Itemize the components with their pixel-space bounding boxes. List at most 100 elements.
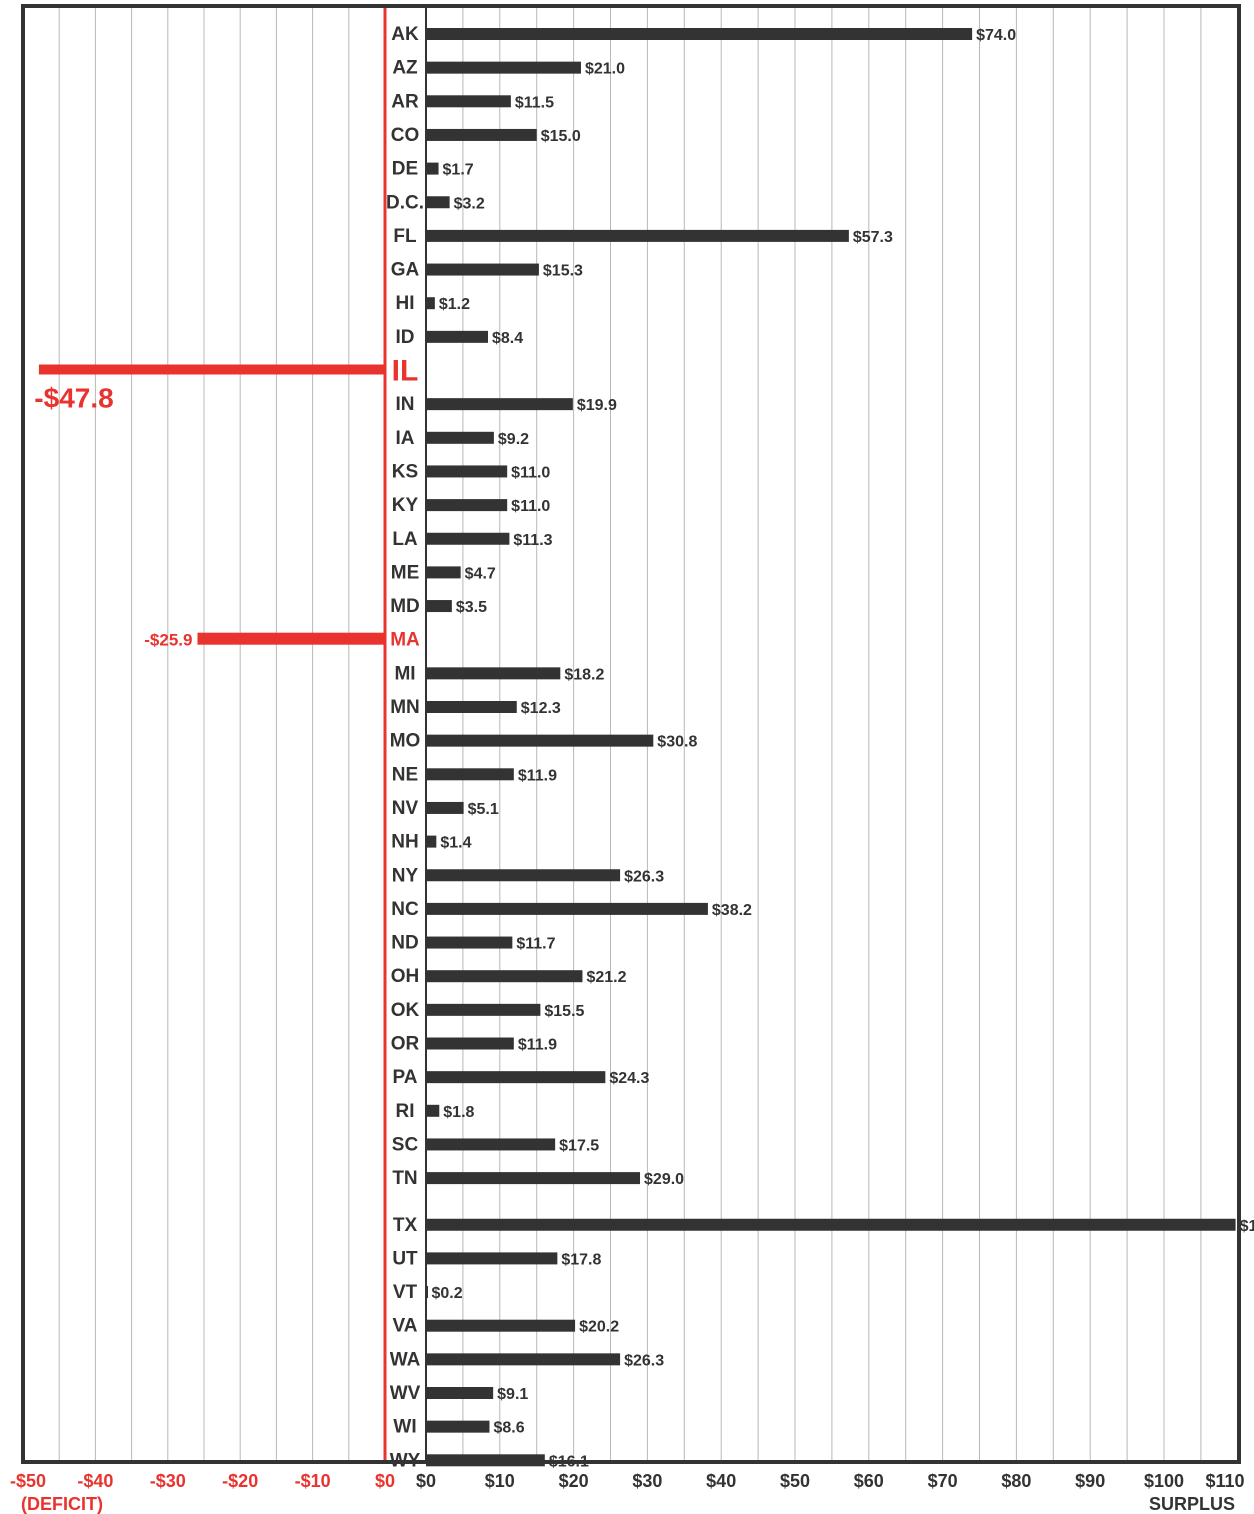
data-label: $3.2 — [454, 195, 485, 212]
data-label: -$25.9 — [144, 631, 192, 650]
category-label-ar: AR — [391, 91, 419, 112]
bar — [426, 263, 539, 276]
category-label-vt: VT — [393, 1282, 418, 1303]
deficit-axis-label: (DEFICIT) — [21, 1494, 103, 1514]
bar — [426, 1319, 576, 1332]
bar — [426, 1104, 440, 1117]
bar — [426, 297, 435, 310]
bar — [426, 61, 581, 74]
bar — [426, 229, 849, 242]
category-label-ia: IA — [396, 428, 415, 449]
axes: -$50 -$40 -$30 -$20 -$10 $0 $0 $10 $20 $30 $40 $50 $… — [10, 1471, 1245, 1514]
category-label-id: ID — [396, 327, 415, 348]
data-label: $11.0 — [511, 464, 550, 481]
data-label: $26.3 — [624, 868, 664, 885]
bar — [426, 1003, 541, 1016]
category-label-mn: MN — [390, 697, 420, 718]
surplus-axis-label: SURPLUS — [1149, 1494, 1235, 1514]
data-label: $0.2 — [431, 1285, 462, 1302]
data-label: $38.2 — [712, 902, 752, 919]
data-label: $74.0 — [976, 27, 1016, 44]
surplus-tick-label: $80 — [1001, 1471, 1031, 1491]
category-label-md: MD — [390, 596, 420, 617]
data-label: $21.0 — [585, 61, 625, 78]
category-label-sc: SC — [392, 1134, 419, 1155]
surplus-tick-label: $10 — [485, 1471, 515, 1491]
data-label: $5.1 — [468, 801, 499, 818]
bar — [426, 734, 654, 747]
category-label-ga: GA — [391, 260, 420, 281]
category-label-tx: TX — [393, 1215, 418, 1236]
category-label-mo: MO — [390, 731, 421, 752]
data-label: $4.7 — [465, 565, 496, 582]
bar — [426, 566, 461, 579]
bar — [426, 499, 508, 512]
data-label: $24.3 — [609, 1070, 649, 1087]
data-label: $12.3 — [521, 700, 561, 717]
category-label-tn: TN — [392, 1168, 417, 1189]
bar — [38, 364, 385, 375]
bar — [426, 1252, 558, 1265]
category-label-nd: ND — [391, 933, 418, 954]
category-label-hi: HI — [396, 293, 415, 314]
category-label-wa: WA — [390, 1349, 421, 1370]
surplus-tick-label: $90 — [1075, 1471, 1105, 1491]
bar — [426, 835, 437, 848]
category-label-nv: NV — [392, 798, 419, 819]
data-label: $11.7 — [516, 936, 555, 953]
bar — [426, 1218, 1236, 1231]
bar — [426, 465, 508, 478]
surplus-tick-label: $30 — [632, 1471, 662, 1491]
deficit-tick-label: -$40 — [77, 1471, 113, 1491]
category-label-fl: FL — [393, 226, 417, 247]
data-label: $11.9 — [518, 767, 557, 784]
data-label: $8.6 — [493, 1420, 524, 1437]
labels: AK $74.0 AZ $21.0 AR $11.5 CO $15.0 DE $1.7 D.C. $3… — [34, 24, 1254, 1471]
surplus-tick-label: $0 — [416, 1471, 436, 1491]
data-label: $15.3 — [543, 263, 583, 280]
data-label: $109.7 — [1240, 1218, 1254, 1235]
surplus-tick-label: $70 — [928, 1471, 958, 1491]
bar — [426, 1071, 606, 1084]
bar — [426, 532, 510, 545]
deficit-tick-label: -$50 — [10, 1471, 46, 1491]
data-label: $17.5 — [559, 1137, 599, 1154]
data-label: $29.0 — [644, 1171, 684, 1188]
category-label-de: DE — [392, 159, 418, 180]
category-label-az: AZ — [392, 58, 418, 79]
bar — [426, 95, 511, 108]
bar — [426, 398, 573, 411]
data-label: -$47.8 — [34, 383, 113, 414]
category-label-la: LA — [392, 529, 418, 550]
grid — [22, 6, 1202, 1462]
category-label-wi: WI — [393, 1417, 416, 1438]
deficit-tick-label: -$30 — [150, 1471, 186, 1491]
category-label-mi: MI — [394, 663, 415, 684]
bar — [426, 162, 439, 175]
bar — [426, 970, 583, 983]
data-label: $20.2 — [579, 1319, 619, 1336]
deficit-tick-label: -$10 — [295, 1471, 331, 1491]
data-label: $15.5 — [544, 1003, 584, 1020]
data-label: $19.9 — [577, 397, 617, 414]
category-label-ny: NY — [392, 865, 419, 886]
bar — [426, 1138, 556, 1151]
category-label-me: ME — [391, 562, 420, 583]
category-label-ut: UT — [392, 1248, 418, 1269]
category-label-ks: KS — [392, 461, 418, 482]
category-label-ok: OK — [391, 1000, 420, 1021]
data-label: $11.3 — [513, 532, 552, 549]
category-label-co: CO — [391, 125, 420, 146]
data-label: $21.2 — [586, 969, 626, 986]
data-label: $30.8 — [657, 734, 697, 751]
category-label-in: IN — [396, 394, 415, 415]
plot-frame — [21, 4, 1241, 1464]
category-label-il: IL — [392, 355, 419, 388]
data-label: $11.0 — [511, 498, 550, 515]
bar — [426, 667, 561, 680]
data-label: $11.5 — [515, 94, 554, 111]
data-label: $1.4 — [440, 835, 471, 852]
data-label: $1.2 — [439, 296, 470, 313]
bar — [426, 902, 708, 915]
